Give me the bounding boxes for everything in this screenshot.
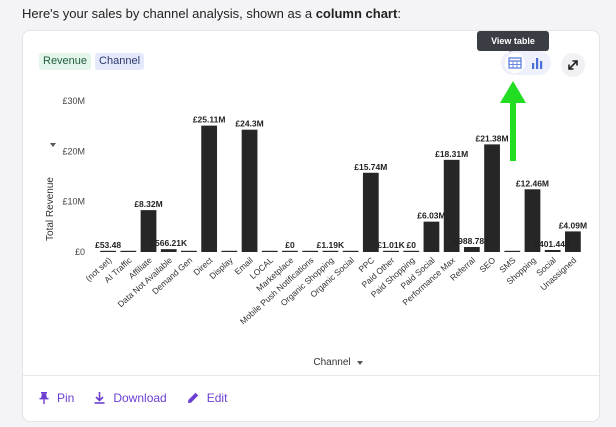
chart-card: Revenue Channel View table <box>22 30 600 422</box>
bar-mobile-push-notifications[interactable] <box>302 250 319 252</box>
bar-sms[interactable] <box>504 250 521 252</box>
expand-button[interactable] <box>561 53 585 77</box>
intro-emphasis: column chart <box>315 6 398 21</box>
download-label: Download <box>113 391 167 405</box>
value-label: £566.21K <box>150 238 188 248</box>
pencil-icon <box>187 392 198 403</box>
bar-performance-max[interactable] <box>443 159 460 252</box>
y-tick-label: £0 <box>75 247 85 257</box>
bar-referral[interactable] <box>463 247 480 252</box>
y-axis-sort-icon[interactable] <box>50 143 56 147</box>
y-tick-label: £10M <box>62 197 85 207</box>
x-tick-label: Display <box>207 255 235 282</box>
bar-demand-gen[interactable] <box>181 250 197 252</box>
value-label: £988.78K <box>453 236 491 246</box>
view-table-button[interactable] <box>505 53 525 73</box>
value-label: £53.48 <box>95 240 121 250</box>
column-chart: £0 £10M £20M £30M £53.48 £8.32M £566.21K £25.1… <box>45 96 587 368</box>
bar-not-set[interactable] <box>100 250 116 252</box>
intro-prefix: Here's your sales by channel analysis, s… <box>22 6 316 21</box>
value-label: £8.32M <box>134 199 162 209</box>
footer-divider <box>23 375 599 376</box>
bar-data-not-available[interactable] <box>160 249 177 252</box>
value-labels: £53.48 £8.32M £566.21K £25.11M £24.3M £0 £1.19… <box>95 115 587 250</box>
chip-group: Revenue Channel <box>39 53 145 70</box>
value-label: £4.09M <box>559 220 587 230</box>
edit-button[interactable]: Edit <box>187 391 228 405</box>
bar-ppc[interactable] <box>362 172 379 252</box>
expand-icon <box>568 60 578 70</box>
intro-text: Here's your sales by channel analysis, s… <box>22 6 401 21</box>
bar-marketplace[interactable] <box>282 250 298 252</box>
bar-email[interactable] <box>241 129 258 252</box>
chip-channel[interactable]: Channel <box>95 53 145 70</box>
view-toggle <box>501 51 551 75</box>
value-label: £25.11M <box>193 115 226 125</box>
chip-revenue[interactable]: Revenue <box>39 53 92 70</box>
value-label: £0 <box>285 240 295 250</box>
footer-actions: Pin Download Edit <box>39 391 227 405</box>
intro-suffix: : <box>397 6 401 21</box>
bar-social[interactable] <box>544 249 561 252</box>
view-chart-button[interactable] <box>527 53 547 73</box>
bar-organic-shopping[interactable] <box>322 250 339 252</box>
value-label: £18.31M <box>435 149 468 159</box>
bar-seo[interactable] <box>484 144 500 252</box>
bar-local[interactable] <box>261 250 278 252</box>
table-icon <box>508 57 522 69</box>
x-axis-title[interactable]: Channel <box>313 357 350 368</box>
value-label: £12.46M <box>516 178 549 188</box>
x-tick-label: SEO <box>477 255 497 275</box>
value-label: £6.03M <box>417 211 445 221</box>
value-label: £401.44K <box>534 239 572 249</box>
value-label: £15.74M <box>354 162 387 172</box>
bar-paid-social[interactable] <box>423 221 440 252</box>
value-label: £24.3M <box>235 119 263 129</box>
y-axis-title[interactable]: Total Revenue <box>45 177 56 241</box>
y-tick-label: £30M <box>62 96 85 106</box>
x-axis-sort-icon[interactable] <box>357 361 363 365</box>
value-label: £21.38M <box>476 133 509 143</box>
bar-organic-social[interactable] <box>342 250 359 252</box>
arrow-shaft <box>510 101 516 161</box>
value-label: £1.19K <box>317 240 345 250</box>
download-icon <box>94 392 105 404</box>
value-label: £0 <box>406 240 416 250</box>
bar-shopping[interactable] <box>524 189 541 252</box>
bars <box>100 125 581 252</box>
download-button[interactable]: Download <box>94 391 167 405</box>
value-label: £1.01K <box>377 240 405 250</box>
arrow-head <box>500 81 526 103</box>
bar-chart-icon <box>532 58 543 69</box>
bar-paid-shopping[interactable] <box>403 250 420 252</box>
bar-unassigned[interactable] <box>565 231 581 252</box>
y-tick-label: £20M <box>62 146 85 156</box>
annotation-arrow <box>500 81 526 161</box>
bar-paid-other[interactable] <box>383 250 399 252</box>
bar-ai-traffic[interactable] <box>120 250 137 252</box>
pin-icon <box>39 392 49 404</box>
bar-display[interactable] <box>221 250 238 252</box>
pin-label: Pin <box>57 391 75 405</box>
edit-label: Edit <box>206 391 228 405</box>
pin-button[interactable]: Pin <box>39 391 74 405</box>
bar-affiliate[interactable] <box>140 210 157 252</box>
bar-direct[interactable] <box>201 125 218 252</box>
y-axis: £0 £10M £20M £30M <box>62 96 85 257</box>
